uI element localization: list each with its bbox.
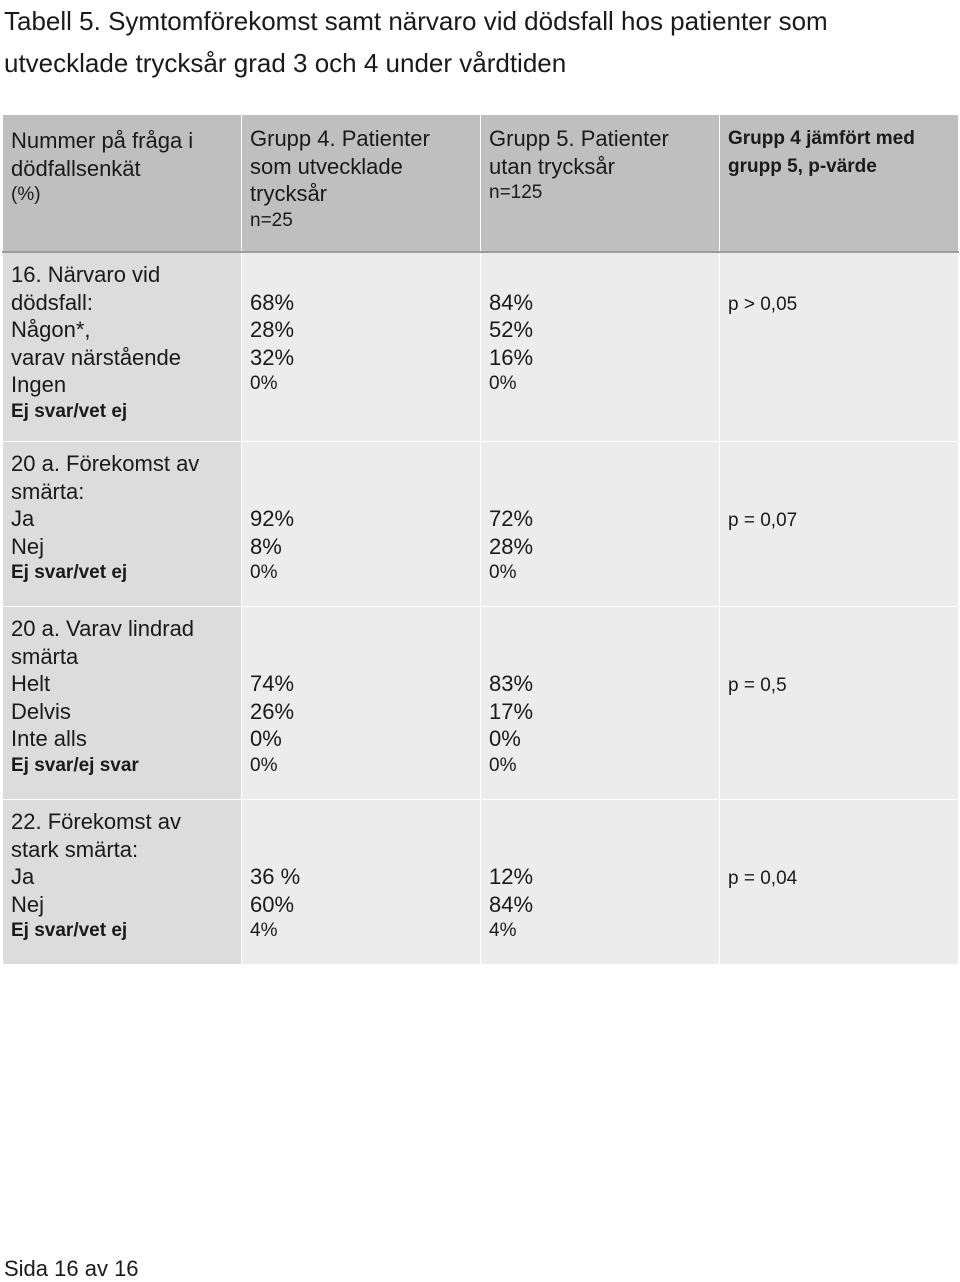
page-number: Sida 16 av 16 — [4, 1256, 139, 1281]
header-col1-line1: Grupp 4. Patienter — [250, 126, 430, 151]
group4-values: 36 % 60% 4% — [241, 799, 481, 965]
group5-values: 72% 28% 0% — [480, 441, 720, 607]
group4-values: 74% 26% 0% 0% — [241, 606, 481, 800]
value: 0% — [489, 373, 517, 394]
header-pvalue: Grupp 4 jämfört med grupp 5, p-värde — [719, 114, 959, 253]
question-text: 16. Närvaro vid — [11, 262, 161, 287]
pvalue-cell: p > 0,05 — [719, 251, 959, 442]
question-text: smärta — [11, 643, 79, 669]
question-cell: 16. Närvaro vid dödsfall: Någon*, varav … — [2, 251, 242, 442]
table-row: 16. Närvaro vid dödsfall: Någon*, varav … — [2, 251, 959, 442]
value: 92% — [250, 506, 295, 531]
value: 28% — [250, 317, 295, 342]
value: 60% — [250, 891, 295, 917]
value: 52% — [489, 317, 534, 342]
table-row: 20 a. Förekomst av smärta: Ja Nej Ej sva… — [2, 441, 959, 607]
question-text: dödsfall: — [11, 289, 93, 315]
value: 68% — [250, 289, 295, 315]
value: 12% — [489, 864, 534, 889]
table-header-row: Nummer på fråga i dödfallsenkät (%) Grup… — [2, 114, 959, 253]
pvalue-cell: p = 0,07 — [719, 441, 959, 607]
value: 26% — [250, 698, 295, 724]
table-row: 22. Förekomst av stark smärta: Ja Nej Ej… — [2, 799, 959, 965]
question-text: stark smärta: — [11, 836, 139, 862]
question-text: 22. Förekomst av — [11, 809, 181, 834]
answer-option: Inte alls — [11, 726, 87, 751]
value: 0% — [489, 754, 517, 776]
value: 0% — [250, 562, 278, 583]
value: 4% — [489, 920, 517, 941]
value: 84% — [489, 891, 534, 917]
header-col1-line3: trycksår — [250, 181, 327, 206]
answer-option: Ingen — [11, 372, 67, 397]
value: 4% — [250, 920, 278, 941]
pvalue-cell: p = 0,04 — [719, 799, 959, 965]
header-col3-line2: grupp 5, p-värde — [728, 156, 877, 177]
group5-values: 12% 84% 4% — [480, 799, 720, 965]
answer-option: varav närstående — [11, 344, 181, 370]
answer-option: Ja — [11, 506, 35, 531]
question-cell: 22. Förekomst av stark smärta: Ja Nej Ej… — [2, 799, 242, 965]
value: 74% — [250, 671, 295, 696]
p-value: p = 0,04 — [728, 868, 798, 889]
answer-option-noanswer: Ej svar/vet ej — [11, 400, 128, 422]
group5-values: 84% 52% 16% 0% — [480, 251, 720, 442]
header-group5: Grupp 5. Patienter utan trycksår n=125 — [480, 114, 720, 253]
group4-values: 92% 8% 0% — [241, 441, 481, 607]
header-col2-line1: Grupp 5. Patienter — [489, 126, 669, 151]
answer-option: Helt — [11, 671, 51, 696]
value: 8% — [250, 533, 282, 559]
value: 0% — [489, 562, 517, 583]
header-col0-line1: Nummer på fråga i — [11, 128, 194, 153]
answer-option: Ja — [11, 864, 35, 889]
value: 0% — [250, 726, 282, 751]
header-col0-line2: dödfallsenkät — [11, 155, 141, 181]
question-text: smärta: — [11, 478, 85, 504]
table-title: Tabell 5. Symtomförekomst samt närvaro v… — [4, 6, 828, 78]
value: 17% — [489, 698, 534, 724]
answer-option-noanswer: Ej svar/ej svar — [11, 754, 139, 776]
header-col3-line1: Grupp 4 jämfört med — [728, 128, 915, 149]
value: 28% — [489, 533, 534, 559]
symptom-table: Nummer på fråga i dödfallsenkät (%) Grup… — [2, 114, 959, 965]
group5-values: 83% 17% 0% 0% — [480, 606, 720, 800]
group4-values: 68% 28% 32% 0% — [241, 251, 481, 442]
p-value: p = 0,5 — [728, 675, 787, 696]
answer-option: Någon*, — [11, 317, 91, 342]
value: 83% — [489, 671, 534, 696]
question-cell: 20 a. Varav lindrad smärta Helt Delvis I… — [2, 606, 242, 800]
value: 72% — [489, 506, 534, 531]
table-row: 20 a. Varav lindrad smärta Helt Delvis I… — [2, 606, 959, 800]
value: 36 % — [250, 864, 301, 889]
p-value: p > 0,05 — [728, 293, 798, 315]
value: 84% — [489, 289, 534, 315]
answer-option: Delvis — [11, 698, 71, 724]
value: 0% — [250, 373, 278, 394]
question-cell: 20 a. Förekomst av smärta: Ja Nej Ej sva… — [2, 441, 242, 607]
header-col1-line2: som utvecklade — [250, 153, 403, 179]
value: 32% — [250, 344, 295, 370]
answer-option-noanswer: Ej svar/vet ej — [11, 920, 128, 941]
header-question-number: Nummer på fråga i dödfallsenkät (%) — [2, 114, 242, 253]
header-group4: Grupp 4. Patienter som utvecklade trycks… — [241, 114, 481, 253]
answer-option: Nej — [11, 533, 45, 559]
value: 0% — [250, 754, 278, 776]
pvalue-cell: p = 0,5 — [719, 606, 959, 800]
question-text: 20 a. Förekomst av — [11, 451, 200, 476]
header-col0-line3: (%) — [11, 184, 41, 205]
answer-option: Nej — [11, 891, 45, 917]
header-col2-n: n=125 — [489, 182, 543, 203]
header-col2-line2: utan trycksår — [489, 153, 615, 179]
value: 0% — [489, 726, 521, 751]
question-text: 20 a. Varav lindrad — [11, 616, 195, 641]
value: 16% — [489, 344, 534, 370]
header-col1-n: n=25 — [250, 209, 293, 231]
answer-option-noanswer: Ej svar/vet ej — [11, 562, 128, 583]
p-value: p = 0,07 — [728, 510, 798, 531]
